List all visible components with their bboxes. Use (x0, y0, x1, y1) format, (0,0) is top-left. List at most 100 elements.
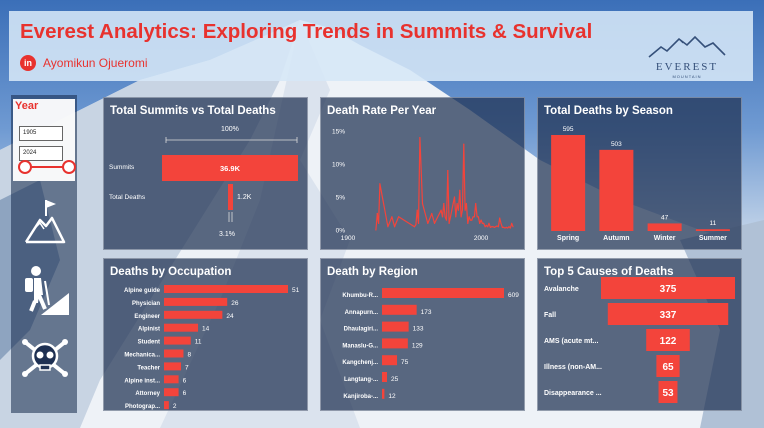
series-line-death-rate[interactable] (375, 137, 514, 231)
funnel-bar-deaths[interactable] (228, 184, 233, 210)
region-chart[interactable]: Khumbu-R... 609 Annapurn... 173 Dhaulagiri..… (321, 259, 526, 412)
season-chart[interactable]: 595 Spring 503 Autumn 47 Winter 11 Summer (538, 98, 743, 251)
data-point (391, 216, 393, 218)
bar[interactable] (382, 321, 409, 332)
data-point (468, 216, 470, 218)
causes-chart[interactable]: Avalanche 375 Fall 337 AMS (acute mt... 122 Il… (538, 259, 743, 412)
bar[interactable] (382, 372, 388, 382)
data-point (467, 222, 469, 224)
bottom-percent-label: 3.1% (219, 231, 235, 238)
category-label: Physician (132, 301, 160, 307)
data-point (489, 226, 491, 228)
page-title: Everest Analytics: Exploring Trends in S… (20, 20, 593, 43)
category-label: Avalanche (544, 286, 579, 293)
year-slider-start-handle[interactable] (18, 160, 32, 174)
card-title: Top 5 Causes of Deaths (544, 266, 674, 278)
bar[interactable] (164, 388, 179, 397)
category-label: Kangchenj... (342, 360, 378, 366)
data-point (427, 222, 429, 224)
category-label: Winter (654, 235, 676, 242)
category-label: Khumbu-R... (342, 293, 378, 299)
bar[interactable] (382, 304, 417, 315)
logo-subword: MOUNTAIN (672, 74, 702, 79)
season-bar[interactable] (599, 149, 634, 231)
bar[interactable] (164, 323, 199, 332)
year-end-input[interactable]: 2024 (19, 146, 63, 161)
top-percent-label: 100% (221, 126, 239, 133)
data-label: 25 (391, 376, 399, 383)
season-bar[interactable] (695, 229, 730, 231)
funnel-bar-summits[interactable] (162, 155, 298, 181)
data-point (387, 226, 389, 228)
linkedin-icon[interactable]: in (20, 55, 36, 71)
data-point (484, 226, 486, 228)
death-rate-chart[interactable]: 0% 5% 10% 15% 1900 2000 (321, 98, 526, 251)
data-point (475, 203, 477, 205)
year-slider-track[interactable] (24, 166, 70, 168)
season-bar[interactable] (551, 135, 586, 231)
author-name[interactable]: Ayomikun Ojueromi (43, 56, 148, 70)
data-point (431, 212, 433, 215)
funnel-bar[interactable] (658, 381, 678, 403)
card-title: Deaths by Occupation (110, 266, 232, 278)
bar[interactable] (164, 285, 288, 293)
data-point (447, 170, 449, 172)
data-point (491, 226, 493, 228)
bar[interactable] (382, 338, 408, 349)
data-label: 14 (202, 326, 210, 333)
data-point (487, 226, 489, 228)
x-tick-label: 1900 (341, 235, 356, 242)
season-bar[interactable] (647, 223, 682, 231)
category-label: Alpine inst... (124, 378, 160, 384)
data-label: 6 (183, 377, 187, 384)
year-start-input[interactable]: 1905 (19, 126, 63, 141)
bar[interactable] (164, 310, 223, 319)
data-point (461, 209, 463, 211)
category-label: Mechanica... (124, 353, 160, 359)
data-label: 24 (226, 313, 234, 320)
data-point (459, 189, 461, 191)
category-label: Langtang-... (344, 377, 378, 383)
bar[interactable] (164, 362, 182, 371)
bar[interactable] (382, 355, 398, 366)
bar[interactable] (164, 349, 184, 358)
data-point (496, 225, 498, 227)
data-point (455, 216, 457, 218)
data-point (445, 219, 448, 221)
logo-word: EVEREST (655, 61, 719, 73)
bar[interactable] (164, 375, 179, 384)
funnel-label-summits: Summits (109, 164, 135, 171)
data-point (479, 222, 481, 224)
funnel-bar[interactable] (646, 329, 690, 351)
data-point (477, 216, 479, 218)
data-point (378, 222, 380, 224)
data-label: 503 (611, 141, 622, 148)
category-label: Engineer (134, 314, 160, 320)
data-label: 51 (292, 287, 300, 294)
bar[interactable] (164, 401, 169, 410)
sidebar: Year 1905 2024 (11, 95, 77, 413)
data-point (443, 203, 445, 205)
data-point (441, 216, 444, 218)
bar[interactable] (164, 336, 191, 345)
category-label: Manaslu-G... (342, 343, 378, 349)
bar[interactable] (164, 297, 228, 306)
bar[interactable] (382, 388, 385, 399)
funnel-bar[interactable] (601, 277, 735, 299)
funnel-label-deaths: Total Deaths (109, 194, 146, 201)
funnel-bar[interactable] (607, 303, 729, 325)
data-point (488, 222, 490, 224)
summits-vs-deaths-card: Total Summits vs Total Deaths 100% Summi… (103, 97, 308, 250)
category-label: Dhaulagiri... (344, 327, 379, 333)
bar[interactable] (382, 288, 504, 298)
data-label: 65 (662, 362, 674, 373)
y-tick-label: 0% (336, 228, 346, 235)
card-title: Total Summits vs Total Deaths (110, 105, 276, 117)
funnel-bar[interactable] (656, 355, 680, 377)
funnel-value-summits: 36.9K (219, 164, 240, 173)
category-label: Disappearance ... (544, 390, 602, 397)
data-point (463, 143, 465, 145)
year-slider-end-handle[interactable] (62, 160, 76, 174)
data-label: 26 (231, 300, 239, 307)
